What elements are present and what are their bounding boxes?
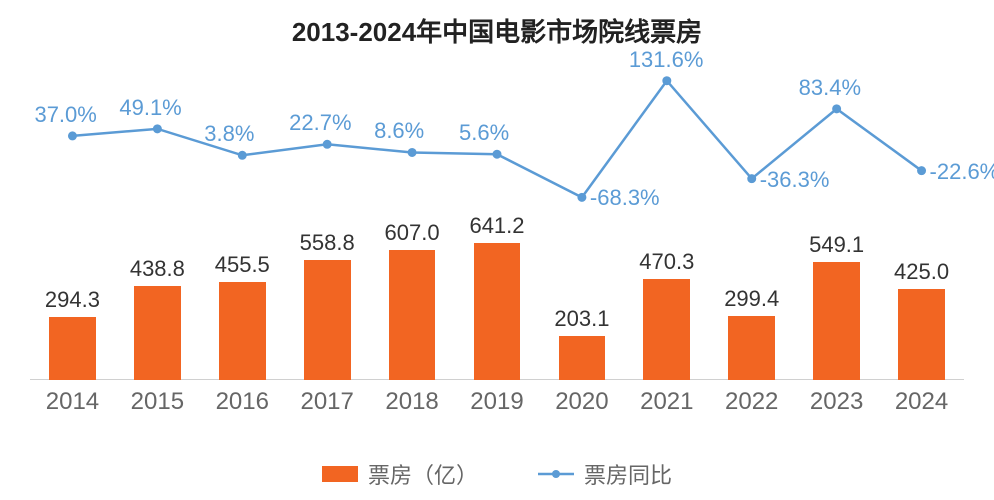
line-value-label: 22.7%: [289, 110, 351, 136]
line-value-label: 37.0%: [34, 102, 96, 128]
legend-item-bar: 票房（亿）: [322, 458, 478, 490]
line-marker: [323, 140, 331, 148]
x-axis-label: 2017: [285, 388, 370, 416]
legend-label-bar: 票房（亿）: [368, 458, 478, 490]
line-value-label: -22.6%: [930, 159, 994, 185]
line-marker: [68, 132, 76, 140]
x-axis-label: 2020: [539, 388, 624, 416]
x-axis-label: 2014: [30, 388, 115, 416]
line-marker: [493, 150, 501, 158]
line-value-label: 3.8%: [204, 121, 254, 147]
legend: 票房（亿） 票房同比: [0, 458, 994, 490]
x-axis-label: 2016: [200, 388, 285, 416]
legend-label-line: 票房同比: [584, 458, 672, 490]
line-marker: [578, 193, 586, 201]
line-value-label: 8.6%: [374, 118, 424, 144]
line-value-label: 83.4%: [799, 75, 861, 101]
line-marker: [748, 175, 756, 183]
line-value-label: 5.6%: [459, 120, 509, 146]
legend-item-line: 票房同比: [538, 458, 672, 490]
line-value-label: 49.1%: [119, 95, 181, 121]
x-axis-label: 2021: [624, 388, 709, 416]
x-axis-label: 2019: [455, 388, 540, 416]
x-axis-label: 2015: [115, 388, 200, 416]
line-marker: [663, 77, 671, 85]
line-marker: [408, 148, 416, 156]
x-axis-label: 2022: [709, 388, 794, 416]
x-axis-label: 2024: [879, 388, 964, 416]
legend-swatch-line: [538, 466, 574, 482]
legend-swatch-bar: [322, 466, 358, 482]
line-marker: [833, 105, 841, 113]
line-value-label: -68.3%: [590, 185, 660, 211]
x-axis-label: 2018: [370, 388, 455, 416]
x-axis-label: 2023: [794, 388, 879, 416]
chart-container: 2013-2024年中国电影市场院线票房 294.3438.8455.5558.…: [0, 0, 994, 500]
line-marker: [153, 125, 161, 133]
line-value-label: -36.3%: [760, 167, 830, 193]
line-value-label: 131.6%: [629, 47, 704, 73]
line-marker: [238, 151, 246, 159]
chart-title: 2013-2024年中国电影市场院线票房: [0, 12, 994, 49]
line-marker: [918, 167, 926, 175]
